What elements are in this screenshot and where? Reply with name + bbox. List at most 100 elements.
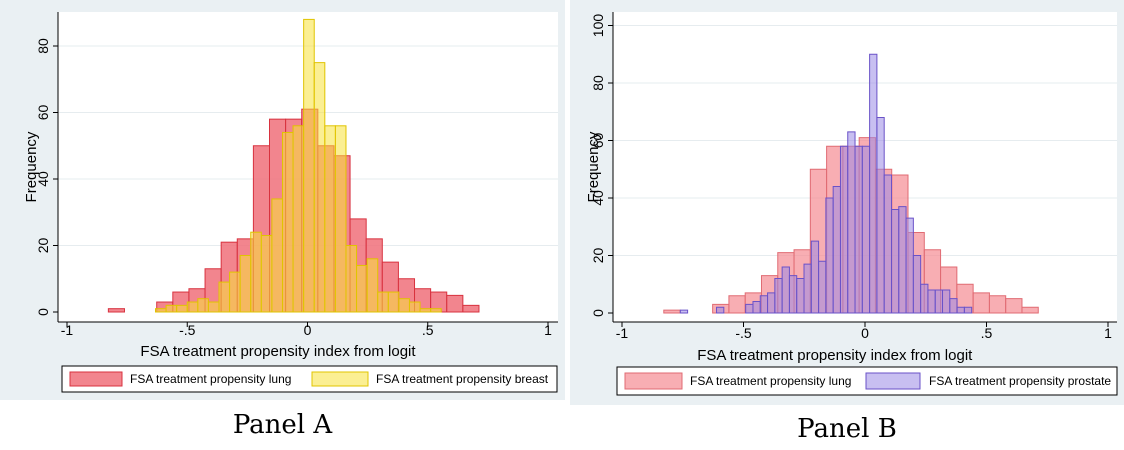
histogram-bar-series-1 [890,209,900,314]
y-tick-label: 40 [590,190,606,206]
panel-a: 0 20 40 60 80 -1 -.5 0 .5 1 FSA treatment propensi… [0,0,565,400]
histogram-bar-series-1 [716,306,725,314]
histogram-bar-series-1 [767,292,776,314]
x-tick-label: 0 [304,322,312,338]
panel-a-caption: Panel A [232,410,333,440]
histogram-bar-series-1 [949,298,958,314]
y-tick-label: 80 [590,75,606,91]
histogram-bar-series-1 [781,266,790,314]
y-tick-label: 80 [35,38,51,54]
histogram-bar-series-1 [898,206,907,314]
histogram-bar-series-1 [292,125,305,313]
histogram-bar-series-1 [313,62,326,313]
legend-swatch-series-0 [624,372,683,390]
x-tick-label: -.5 [735,325,752,341]
histogram-bar-series-1 [745,303,754,314]
histogram-bar-series-1 [197,298,209,313]
histogram-bar-series-1 [356,264,368,313]
y-tick-label: 60 [590,133,606,149]
histogram-bar-series-1 [774,278,783,314]
histogram-bar-series-1 [920,283,929,314]
histogram-bar-series-1 [788,275,798,314]
panel-b: 0 20 40 60 80 100 -1 -.5 0 .5 1 FSA treatment prope… [570,0,1124,405]
y-tick-label: 100 [590,14,606,38]
histogram-bar-series-1 [883,174,892,314]
histogram-bar-series-1 [752,301,761,314]
histogram-bar-series-1 [281,131,294,313]
histogram-bar-series-1 [345,245,358,313]
histogram-bar-series-1 [854,145,863,314]
histogram-bar-series-1 [334,125,347,313]
histogram-bar-series-1 [803,263,812,314]
histogram-bar-series-1 [186,301,199,313]
histogram-bar-series-1 [239,254,252,313]
histogram-bar-series-1 [825,197,834,314]
x-tick-label: -1 [61,322,74,338]
histogram-bar-series-1 [207,301,220,313]
legend-swatch-series-1 [865,372,921,390]
histogram-bar-series-0 [1021,306,1039,314]
histogram-bar-series-1 [876,117,885,314]
histogram-bar-series-1 [847,131,856,314]
y-tick-label: 40 [35,171,51,187]
histogram-bar-series-1 [430,308,442,313]
histogram-bar-series-1 [869,53,878,314]
histogram-bar-series-0 [462,304,480,313]
histogram-bar-series-0 [728,295,746,314]
histogram-bar-series-1 [963,306,973,314]
y-tick-label: 0 [35,308,51,316]
y-tick-label: 20 [35,238,51,254]
histogram-bar-series-1 [165,304,178,313]
x-tick-label: 1 [1104,325,1112,341]
y-tick-label: 0 [590,309,606,317]
legend-box [61,365,558,393]
histogram-bar-series-1 [818,260,827,314]
histogram-bar-series-1 [229,271,241,313]
histogram-bar-series-1 [155,308,167,313]
x-tick-label: -1 [616,325,629,341]
histogram-bar-series-1 [839,145,849,314]
histogram-bar-series-1 [905,217,914,314]
x-tick-label: -.5 [179,322,196,338]
histogram-chart-a: 0 20 40 60 80 -1 -.5 0 .5 1 FSA treatment propensi… [23,12,558,393]
histogram-bar-series-1 [398,298,410,313]
histogram-bar-series-1 [324,125,336,313]
histogram-bar-series-1 [934,289,944,314]
y-axis-label: Frequency [585,131,602,202]
x-tick-label: 1 [544,322,552,338]
histogram-bar-series-1 [927,289,936,314]
x-tick-label: .5 [422,322,434,338]
histogram-bar-series-0 [107,308,125,313]
histogram-bar-series-1 [861,145,871,314]
histogram-bar-series-1 [419,308,432,313]
histogram-bar-series-1 [796,278,805,314]
histogram-bar-series-1 [956,306,965,314]
y-tick-label: 20 [590,248,606,264]
histogram-bar-series-1 [679,309,689,314]
legend-label-series-1: FSA treatment propensity prostate [929,374,1111,388]
histogram-bar-series-0 [988,295,1007,314]
histogram-bar-series-1 [832,186,841,314]
histogram-bar-series-1 [377,291,389,313]
histogram-bar-series-1 [176,304,188,313]
histogram-bar-series-1 [271,198,283,313]
legend-label-series-0: FSA treatment propensity lung [130,372,291,386]
y-axis-label: Frequency [23,131,40,202]
histogram-bar-series-0 [663,309,681,314]
histogram-bar-series-1 [303,18,315,313]
legend-label-series-1: FSA treatment propensity breast [376,372,549,386]
x-tick-label: .5 [981,325,993,341]
x-axis-label: FSA treatment propensity index from logi… [140,343,416,360]
x-axis-label: FSA treatment propensity index from logi… [697,347,973,364]
y-tick-label: 60 [35,105,51,121]
histogram-bar-series-1 [759,295,769,314]
histogram-bar-series-1 [942,289,951,314]
histogram-bar-series-1 [366,258,379,313]
legend-label-series-0: FSA treatment propensity lung [690,374,851,388]
legend-swatch-series-1 [311,371,369,387]
histogram-bar-series-1 [912,255,922,314]
panel-b-caption: Panel B [797,414,897,444]
histogram-bar-series-1 [408,301,421,313]
histogram-bar-series-0 [1005,298,1023,314]
x-tick-label: 0 [861,325,869,341]
